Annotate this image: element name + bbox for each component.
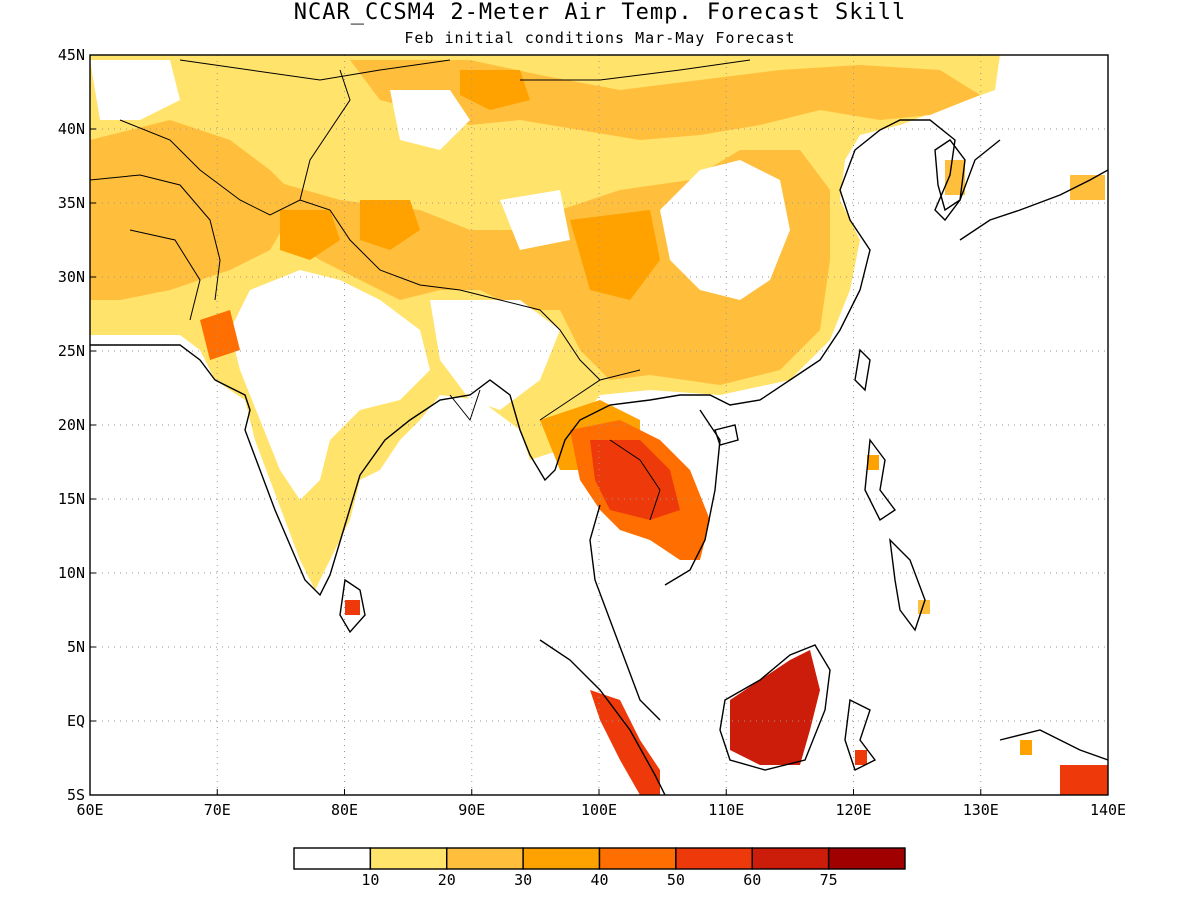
colorbar-swatch — [369, 847, 448, 870]
colorbar-swatch — [598, 847, 677, 870]
colorbar-label: 50 — [667, 871, 685, 889]
skill-cell-maluku — [1020, 740, 1032, 755]
lat-tick-label: 45N — [58, 46, 85, 64]
map-subtitle: Feb initial conditions Mar-May Forecast — [404, 29, 796, 47]
coastlines — [90, 119, 1108, 795]
coastline-taiwan — [854, 348, 871, 392]
lon-tick-label: 90E — [458, 801, 485, 819]
coastline-luzon — [864, 438, 897, 522]
lon-tick-label: 110E — [708, 801, 744, 819]
lat-tick-label: 30N — [58, 268, 85, 286]
colorbar-label: 75 — [820, 871, 838, 889]
skill-cell-luzon — [867, 455, 879, 470]
colorbar-swatch — [827, 847, 906, 870]
skill-cell-sulawesi — [855, 750, 867, 765]
coastline-borneo — [719, 644, 831, 771]
coastline-mainland — [90, 119, 1001, 597]
lon-tick-label: 130E — [963, 801, 999, 819]
colorbar: 10 20 30 40 50 60 75 — [293, 847, 906, 889]
coastline-korea — [934, 139, 966, 212]
skill-gap-north — [90, 60, 180, 120]
colorbar-label: 40 — [590, 871, 608, 889]
colorbar-swatch — [446, 847, 524, 870]
skill-region-borneo — [730, 650, 820, 765]
skill-gap-bengal — [430, 300, 560, 410]
lat-tick-label: 15N — [58, 490, 85, 508]
coastline-japan — [959, 169, 1108, 241]
skill-region-western-india — [200, 310, 240, 360]
lon-tick-label: 100E — [581, 801, 617, 819]
lat-tick-label: 10N — [58, 564, 85, 582]
coastline-malay-peninsula — [589, 504, 661, 721]
lat-tick-label: EQ — [67, 712, 85, 730]
lon-tick-label: 70E — [204, 801, 231, 819]
lat-tick-label: 35N — [58, 194, 85, 212]
map-title: NCAR_CCSM4 2-Meter Air Temp. Forecast Sk… — [293, 0, 907, 25]
lat-tick-label: 40N — [58, 120, 85, 138]
country-borders — [90, 59, 751, 521]
skill-gap-india — [230, 270, 430, 500]
colorbar-swatch — [293, 847, 372, 870]
lat-tick-label: 25N — [58, 342, 85, 360]
axis-ticks: 60E 70E 80E 90E 100E 110E 120E 130E 140E 45N 40N 35… — [58, 46, 1126, 819]
coastline-sulawesi — [844, 698, 877, 771]
coastline-hainan — [714, 424, 739, 446]
colorbar-label: 30 — [514, 871, 532, 889]
colorbar-label: 60 — [743, 871, 761, 889]
skill-field — [90, 55, 1108, 795]
skill-region-west — [90, 120, 300, 300]
lat-tick-label: 20N — [58, 416, 85, 434]
skill-gap-central — [500, 190, 570, 250]
colorbar-swatch — [751, 847, 830, 870]
colorbar-swatch — [522, 847, 601, 870]
skill-region-gobi — [460, 70, 530, 110]
coastline-sumatra — [539, 639, 666, 795]
lon-tick-label: 80E — [331, 801, 358, 819]
skill-gap-taklamakan — [390, 90, 470, 150]
skill-cell-korea — [945, 160, 965, 195]
coastline-mindanao — [889, 538, 926, 632]
skill-region-pakistan — [280, 210, 340, 260]
skill-gap-china — [660, 160, 790, 300]
skill-region-sichuan — [570, 210, 660, 300]
lon-tick-label: 140E — [1090, 801, 1126, 819]
lat-tick-label: 5N — [67, 638, 85, 656]
skill-region-plateau — [360, 200, 420, 250]
lon-tick-label: 120E — [835, 801, 871, 819]
skill-region-sumatra — [590, 690, 660, 795]
colorbar-swatch — [675, 847, 753, 870]
lat-tick-label: 5S — [67, 786, 85, 804]
coastline-sri-lanka — [339, 578, 366, 634]
colorbar-label: 10 — [361, 871, 379, 889]
lon-tick-label: 60E — [76, 801, 103, 819]
colorbar-label: 20 — [438, 871, 456, 889]
skill-region-new-guinea — [1060, 765, 1108, 795]
skill-cell-srilanka — [345, 600, 360, 615]
skill-region-thailand — [590, 440, 680, 520]
coastline-new-guinea — [999, 729, 1108, 761]
